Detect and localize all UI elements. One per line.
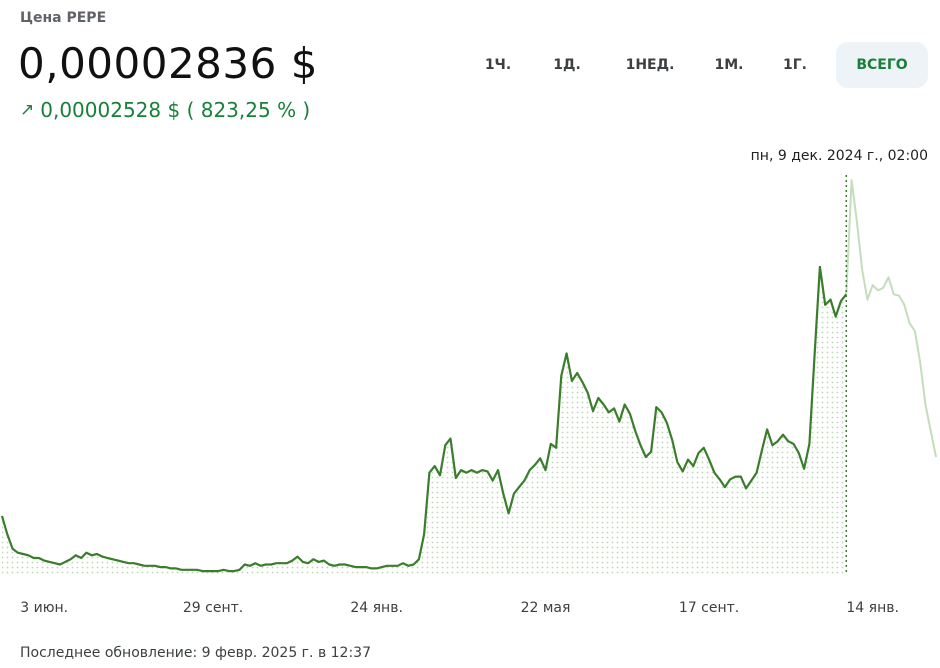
x-tick-label: 22 мая [520,600,571,616]
price-change: ↗ 0,00002528 $ ( 823,25 % ) [20,98,310,122]
chart-line [0,265,848,573]
page-title: Цена PEPE [20,10,107,26]
range-1y-button[interactable]: 1Г. [768,42,822,88]
range-1w-button[interactable]: 1НЕД. [610,42,690,88]
range-all-button[interactable]: ВСЕГО [836,42,928,88]
chart-area-fill [2,266,847,575]
price-change-value: 0,00002528 $ ( 823,25 % ) [40,98,311,122]
range-1h-button[interactable]: 1Ч. [470,42,526,88]
range-1m-button[interactable]: 1М. [700,42,758,88]
range-1d-button[interactable]: 1Д. [536,42,598,88]
x-tick-label: 17 сент. [678,600,740,616]
current-price: 0,00002836 $ [18,39,318,88]
x-tick-label: 14 янв. [846,600,899,616]
x-tick-label: 29 сент. [182,600,244,616]
x-tick-label: 3 июн. [20,600,69,616]
time-range-selector: 1Ч. 1Д. 1НЕД. 1М. 1Г. ВСЕГО [470,42,928,88]
chart-line-future [845,179,937,458]
hover-date-label: пн, 9 дек. 2024 г., 02:00 [750,148,928,164]
last-updated: Последнее обновление: 9 февр. 2025 г. в … [20,645,371,661]
x-tick-label: 24 янв. [350,600,403,616]
arrow-up-right-icon: ↗ [20,100,35,120]
